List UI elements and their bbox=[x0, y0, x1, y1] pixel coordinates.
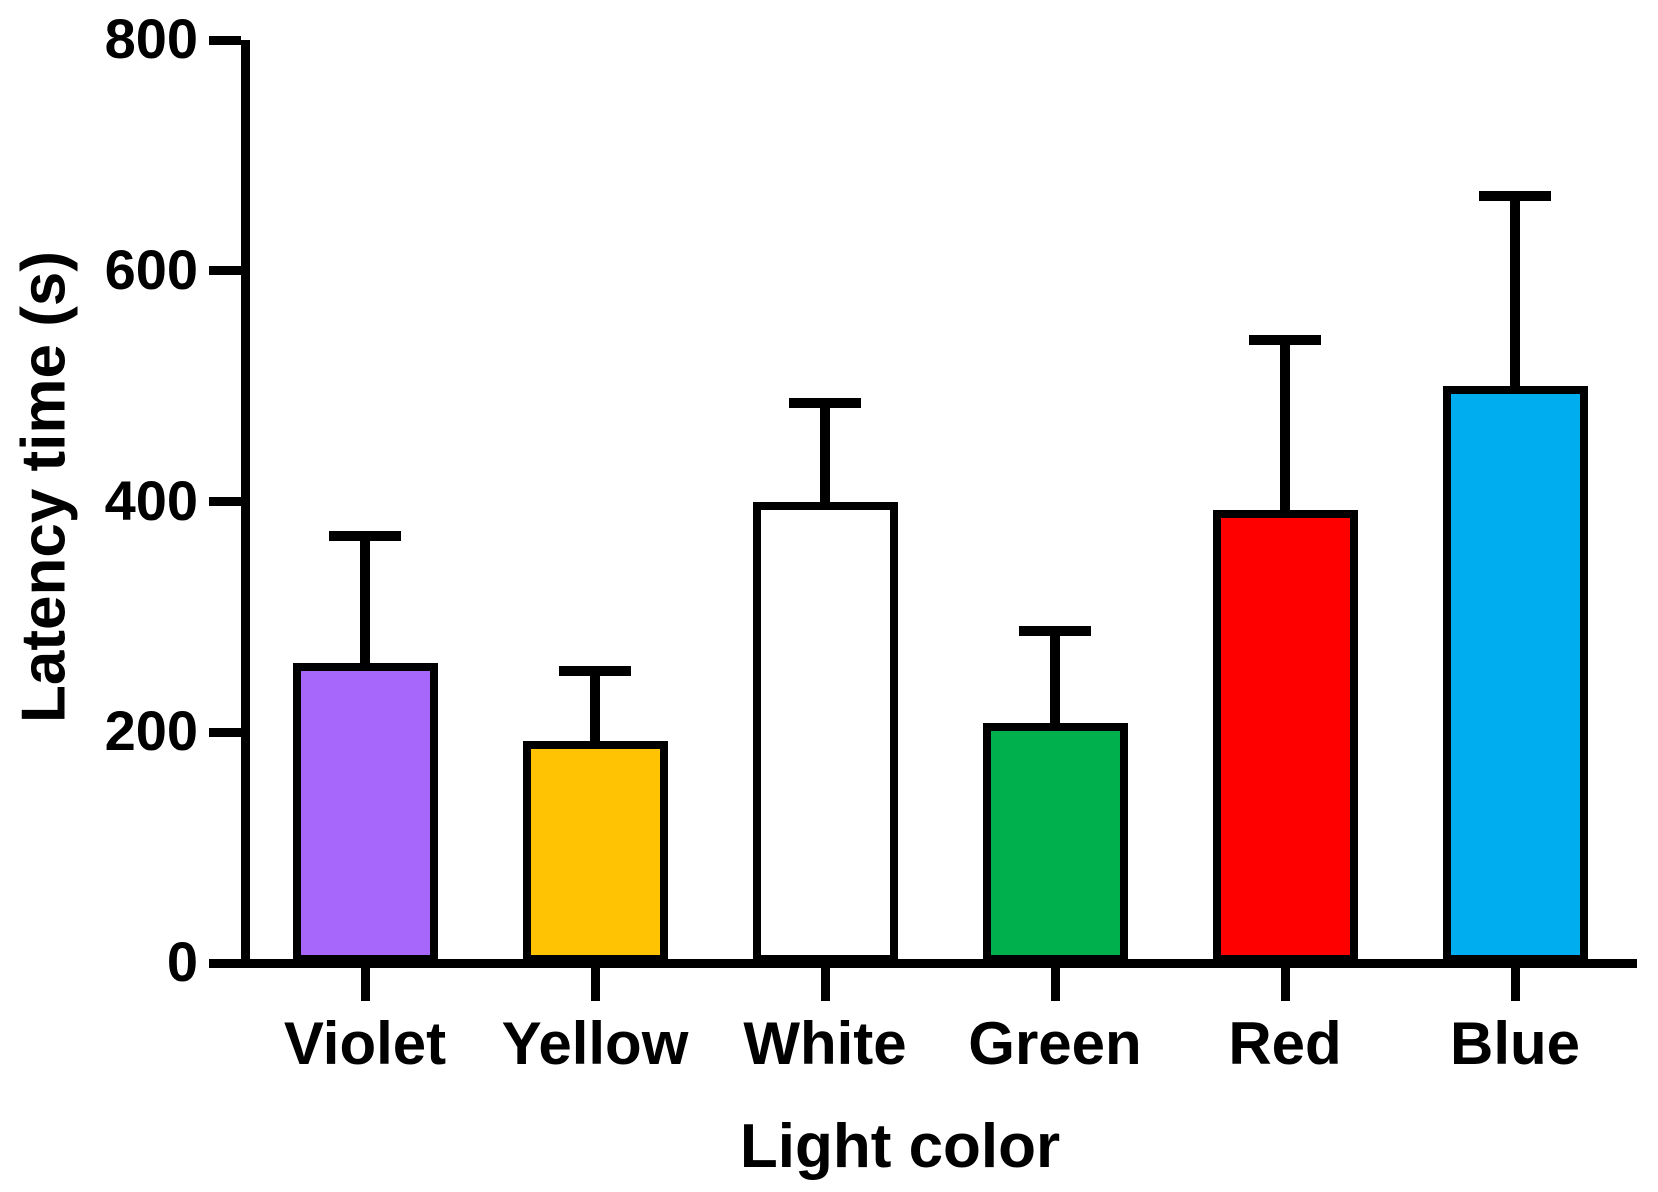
error-bar-cap bbox=[1479, 190, 1551, 201]
error-bar-stem bbox=[1280, 339, 1290, 514]
x-category-label: Red bbox=[1228, 1010, 1342, 1077]
y-axis-line bbox=[241, 40, 250, 967]
x-category-label: White bbox=[743, 1010, 907, 1077]
bar-violet bbox=[292, 663, 438, 963]
error-bar-cap bbox=[1019, 625, 1091, 636]
x-category-label: Violet bbox=[283, 1010, 447, 1077]
y-axis-title: Latency time (s) bbox=[9, 250, 79, 724]
y-tick-label: 0 bbox=[166, 929, 198, 993]
bar-yellow bbox=[522, 741, 668, 963]
y-tick-label: 200 bbox=[104, 699, 198, 763]
y-tick bbox=[209, 497, 241, 506]
error-bar-stem bbox=[1510, 195, 1520, 391]
x-category-label: Yellow bbox=[501, 1010, 689, 1077]
plot-area: 0 200 400 600 800 Violet Yellow White Green Red B… bbox=[105, 10, 1637, 1181]
bar-blue bbox=[1442, 386, 1588, 963]
y-tick bbox=[209, 266, 241, 276]
y-tick bbox=[209, 35, 241, 45]
x-tick bbox=[360, 967, 370, 1001]
bar-red bbox=[1212, 509, 1358, 963]
y-tick-label: 400 bbox=[104, 468, 198, 532]
y-tick bbox=[209, 727, 241, 737]
bar-white bbox=[752, 501, 898, 963]
x-tick bbox=[820, 967, 830, 1001]
x-tick bbox=[1510, 967, 1520, 1001]
error-bar-stem bbox=[820, 403, 830, 506]
x-tick bbox=[590, 967, 600, 1001]
y-tick-label: 800 bbox=[104, 6, 198, 70]
x-tick bbox=[1280, 967, 1290, 1001]
error-bar-cap bbox=[789, 398, 861, 409]
bar-green bbox=[982, 723, 1128, 963]
error-bar-cap bbox=[559, 666, 631, 677]
error-bar-cap bbox=[329, 531, 401, 542]
error-bar-stem bbox=[360, 536, 370, 668]
y-tick bbox=[209, 958, 241, 968]
x-axis-title: Light color bbox=[739, 1112, 1061, 1181]
error-bar-stem bbox=[590, 671, 600, 746]
x-category-label: Blue bbox=[1449, 1010, 1581, 1077]
x-tick bbox=[1050, 967, 1060, 1001]
x-category-label: Green bbox=[968, 1010, 1142, 1077]
error-bar-cap bbox=[1249, 334, 1321, 345]
y-tick-label: 600 bbox=[104, 237, 198, 301]
error-bar-stem bbox=[1050, 630, 1060, 728]
x-axis-line bbox=[241, 958, 1637, 968]
